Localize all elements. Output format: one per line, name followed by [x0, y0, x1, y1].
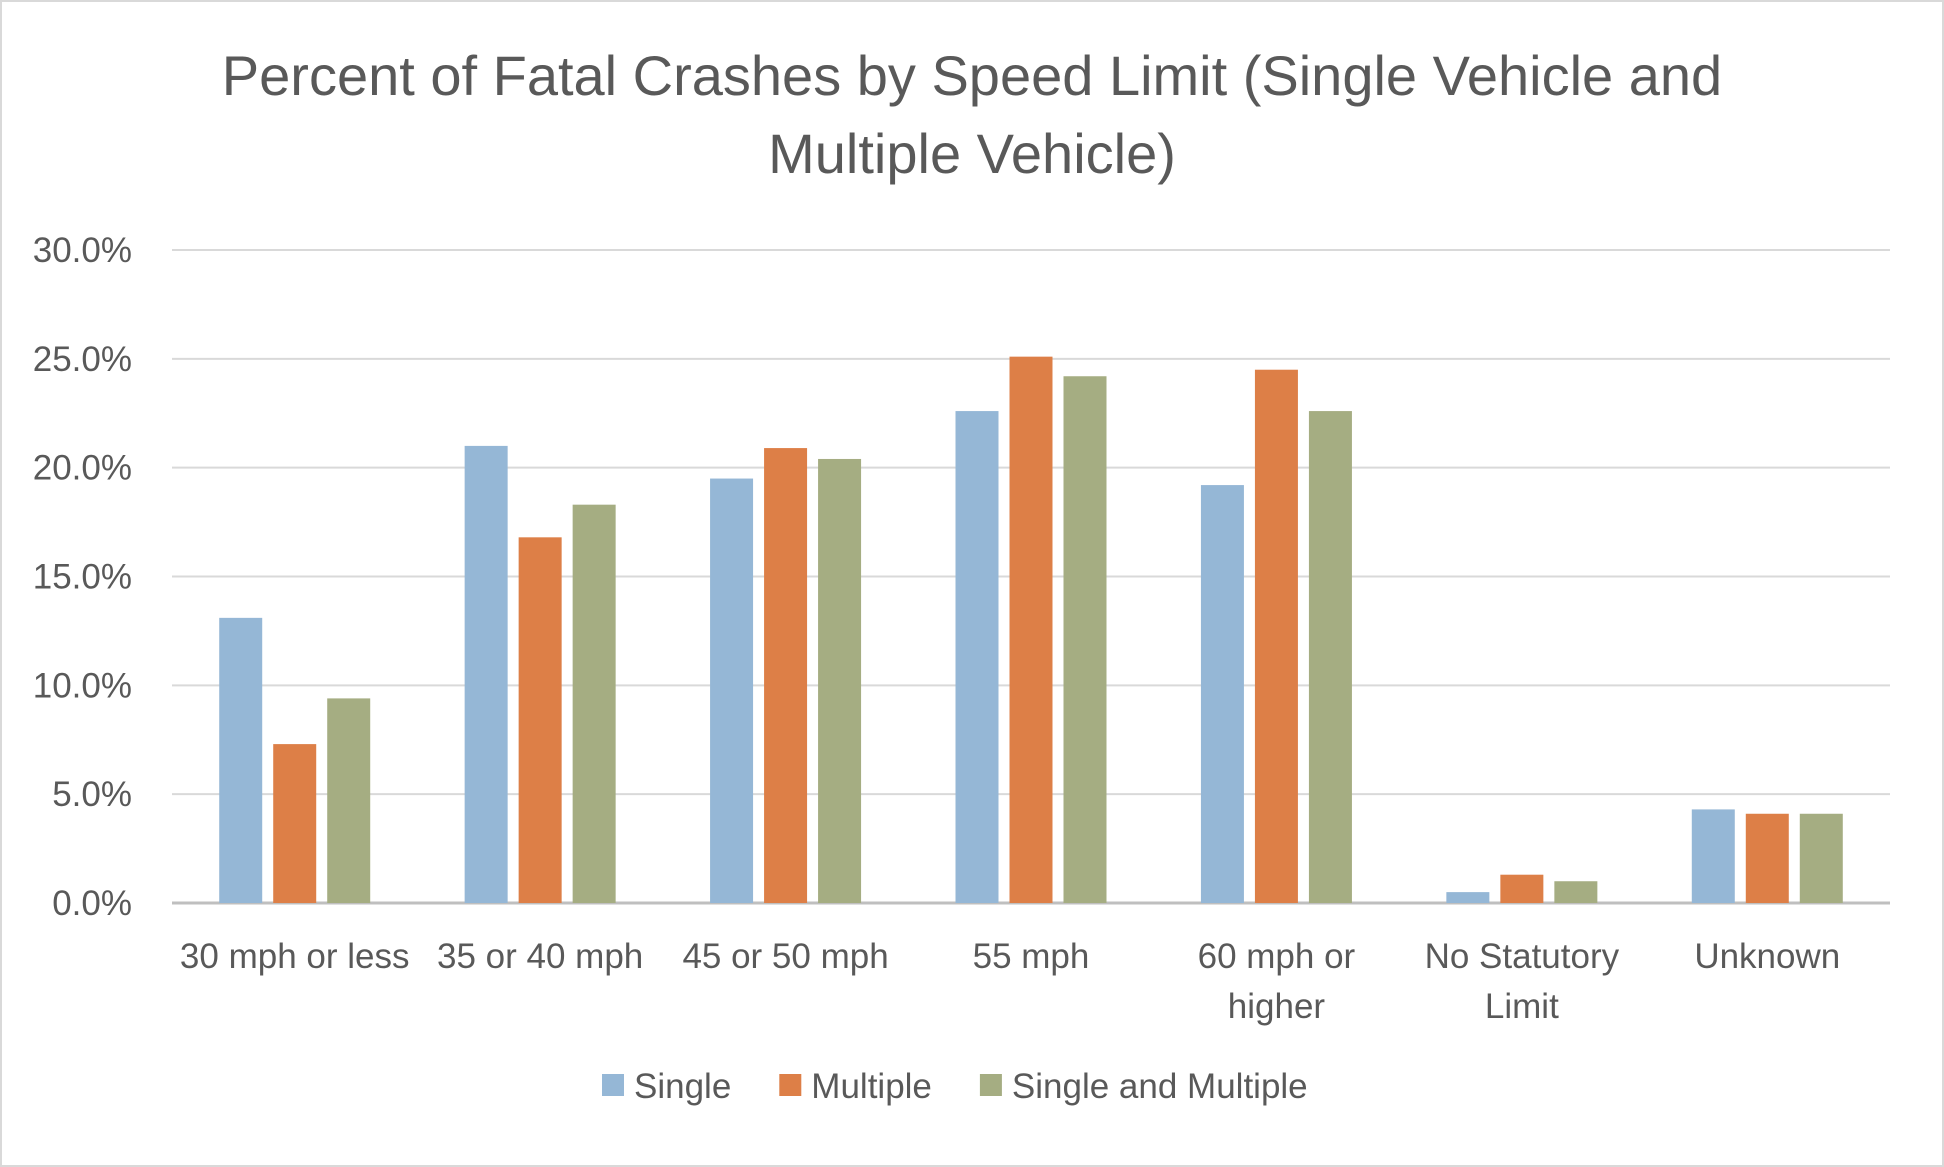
bar [1063, 376, 1107, 903]
x-tick-label: higher [1228, 987, 1326, 1026]
x-tick-label: Limit [1485, 987, 1559, 1026]
y-tick-label: 25.0% [33, 340, 132, 379]
bar [764, 448, 808, 903]
bar [219, 617, 263, 903]
x-tick-label: 30 mph or less [180, 937, 410, 976]
bar [1446, 892, 1490, 903]
bar [1745, 813, 1789, 903]
chart-title: Percent of Fatal Crashes by Speed Limit … [222, 44, 1722, 185]
legend-swatch [979, 1074, 1002, 1096]
bar [464, 445, 508, 903]
bars [219, 356, 1843, 903]
chart-title-line: Multiple Vehicle) [768, 122, 1176, 185]
x-tick-label: Unknown [1694, 937, 1840, 976]
y-tick-label: 0.0% [52, 884, 132, 923]
bar [1500, 874, 1544, 903]
bar [572, 504, 616, 903]
y-tick-label: 5.0% [52, 775, 132, 814]
bar [327, 698, 371, 903]
bar [273, 744, 317, 903]
bar [1009, 356, 1053, 903]
legend: Single Multiple Single and Multiple [602, 1067, 1308, 1106]
bar [1200, 485, 1244, 903]
y-tick-label: 30.0% [33, 231, 132, 270]
x-axis-ticks: 30 mph or less 35 or 40 mph 45 or 50 mph 55… [180, 937, 1840, 1026]
bar [710, 478, 754, 903]
bar [818, 458, 862, 903]
bar [1308, 411, 1352, 903]
y-axis-ticks: 0.0% 5.0% 10.0% 15.0% 20.0% 25.0% 30.0% [33, 231, 132, 923]
bar [1554, 881, 1598, 903]
bar [955, 411, 999, 903]
legend-swatch [779, 1074, 802, 1096]
x-tick-label: No Statutory [1425, 937, 1620, 976]
x-tick-label: 35 or 40 mph [437, 937, 643, 976]
legend-label: Single and Multiple [1012, 1067, 1308, 1106]
bar [1799, 813, 1843, 903]
y-tick-label: 15.0% [33, 558, 132, 597]
legend-label: Single [634, 1067, 731, 1106]
legend-swatch [602, 1074, 624, 1096]
bar [1691, 809, 1735, 903]
x-tick-label: 60 mph or [1198, 937, 1356, 976]
x-tick-label: 45 or 50 mph [682, 937, 888, 976]
legend-label: Multiple [811, 1067, 932, 1106]
chart-title-line: Percent of Fatal Crashes by Speed Limit … [222, 44, 1722, 107]
x-tick-label: 55 mph [973, 937, 1090, 976]
y-tick-label: 10.0% [33, 666, 132, 705]
bar [518, 537, 562, 903]
y-tick-label: 20.0% [33, 449, 132, 488]
bar [1254, 369, 1298, 903]
